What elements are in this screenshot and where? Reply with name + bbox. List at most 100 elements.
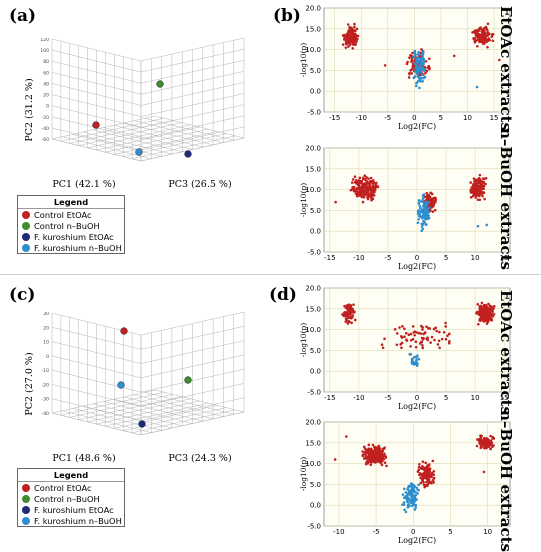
- data-point: [420, 225, 424, 228]
- data-point: [430, 474, 433, 478]
- grid-line: [113, 124, 203, 148]
- data-point: [361, 450, 364, 453]
- data-point: [429, 191, 432, 195]
- data-point: [478, 27, 482, 31]
- data-point: [480, 187, 483, 191]
- data-point: [383, 446, 386, 449]
- data-point: [400, 335, 403, 338]
- grid-line: [140, 71, 245, 95]
- data-point: [351, 43, 355, 46]
- grid-line: [140, 82, 245, 106]
- data-point: [423, 331, 427, 334]
- legend-item-fk-buoh: F. kuroshium n–BuOH: [18, 242, 124, 253]
- y-tick-label: 10.0: [305, 186, 321, 194]
- data-point: [421, 66, 425, 69]
- data-point: [432, 473, 436, 477]
- data-point: [486, 45, 489, 49]
- data-point: [344, 38, 348, 41]
- data-point: [413, 62, 417, 66]
- legend-swatch: [22, 494, 30, 503]
- data-point: [416, 470, 420, 473]
- data-point: [425, 213, 428, 216]
- data-point: [424, 211, 428, 214]
- data-point: [363, 174, 367, 178]
- data-point: [417, 488, 420, 492]
- data-point: [490, 33, 494, 36]
- grid-line: [124, 122, 214, 146]
- data-point: [355, 187, 359, 190]
- data-point: [368, 451, 371, 455]
- pca-plot-a: -60 -40 -20 0 20 40 60 80 100 120 PC1 (42.1 %) PC3 …: [24, 38, 245, 190]
- data-point: [425, 191, 429, 195]
- data-point: [476, 303, 480, 306]
- data-point: [410, 483, 414, 487]
- data-point: [485, 223, 489, 227]
- y-axis-label: -log10(p): [300, 323, 308, 358]
- data-point: [416, 212, 420, 215]
- x-tick-label: 15: [490, 114, 499, 122]
- data-point: [482, 40, 485, 44]
- data-point: [425, 69, 429, 73]
- data-point: [474, 30, 477, 34]
- data-point: [419, 70, 422, 74]
- data-point: [414, 345, 418, 349]
- data-point: [478, 198, 482, 202]
- data-point: [378, 446, 381, 450]
- x-tick-label: 10: [471, 394, 480, 402]
- data-point: [357, 179, 360, 183]
- data-point: [415, 364, 419, 367]
- data-point: [409, 338, 413, 342]
- data-point: [431, 202, 435, 205]
- data-point: [421, 61, 425, 65]
- data-point: [414, 66, 418, 70]
- y-tick-label: 20: [43, 325, 49, 331]
- data-point: [424, 223, 428, 227]
- data-point: [406, 500, 410, 503]
- legend-item-control-buoh: Control n–BuOH: [18, 220, 124, 231]
- data-point: [428, 327, 431, 330]
- data-point: [410, 72, 414, 75]
- data-point: [371, 192, 375, 196]
- data-point: [482, 187, 485, 191]
- data-point: [477, 438, 481, 441]
- data-point: [418, 215, 422, 218]
- data-point: [471, 184, 475, 188]
- data-point: [369, 185, 372, 188]
- data-point: [411, 64, 415, 68]
- data-point: [373, 445, 377, 449]
- data-point: [350, 181, 354, 184]
- data-point: [421, 464, 424, 468]
- data-point: [370, 452, 374, 456]
- data-point: [413, 508, 417, 511]
- data-point: [419, 67, 423, 71]
- data-point: [356, 193, 360, 196]
- data-point: [393, 328, 397, 331]
- data-point: [481, 177, 485, 180]
- data-point: [409, 345, 412, 348]
- data-point: [414, 84, 418, 88]
- data-point: [488, 313, 491, 317]
- legend-swatch: [22, 505, 30, 514]
- x-axis-label: Log2(FC): [398, 122, 436, 131]
- y-tick-label: -30: [42, 397, 49, 403]
- data-point: [421, 460, 425, 463]
- data-point: [481, 309, 485, 313]
- grid-line: [69, 394, 173, 418]
- data-point: [357, 183, 360, 186]
- data-point: [371, 443, 375, 447]
- data-point: [334, 200, 337, 204]
- legend-item-fk-buoh: F. kuroshium n–BuOH: [18, 515, 124, 526]
- legend-item-control-etoac: Control EtOAc: [18, 209, 124, 220]
- data-point: [424, 71, 427, 75]
- legend-swatch: [22, 232, 30, 241]
- data-point: [421, 76, 424, 80]
- data-point: [347, 320, 351, 323]
- y-tick-label: 5.0: [310, 207, 321, 215]
- data-point: [366, 182, 370, 185]
- data-point: [417, 331, 421, 335]
- y-tick-label: -5.0: [307, 249, 321, 257]
- data-point: [472, 177, 476, 180]
- data-point: [411, 337, 415, 341]
- data-point: [489, 447, 493, 451]
- y-tick-label: 120: [40, 38, 49, 43]
